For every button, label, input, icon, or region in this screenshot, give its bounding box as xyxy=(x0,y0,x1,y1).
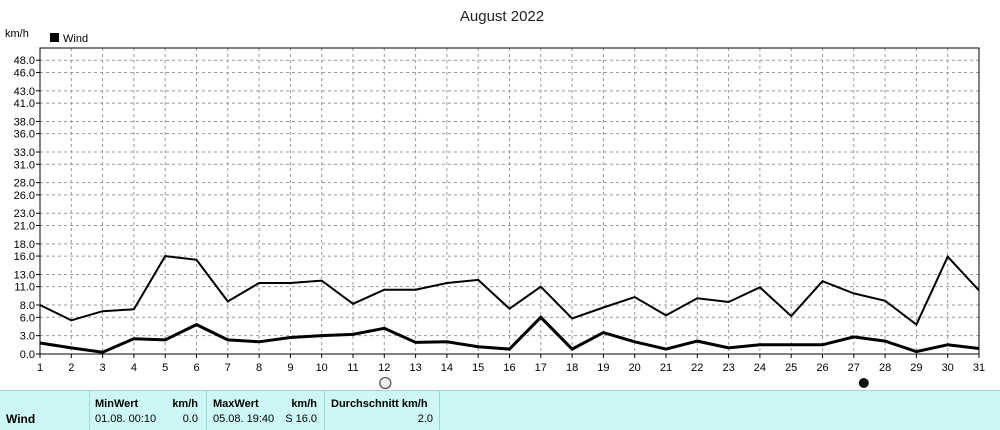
y-tick-label: 36.0 xyxy=(14,129,35,141)
x-tick-label: 8 xyxy=(256,362,262,374)
new-moon-icon xyxy=(858,378,869,388)
stats-max-cell: MaxWert km/h 05.08. 19:40 S 16.0 xyxy=(207,391,325,430)
x-tick-label: 22 xyxy=(691,362,703,374)
series-lines xyxy=(39,254,980,354)
y-tick-label: 41.0 xyxy=(14,98,35,110)
max-unit: km/h xyxy=(291,398,317,410)
x-tick-label: 3 xyxy=(100,362,106,374)
y-tick-label: 16.0 xyxy=(14,251,35,263)
stats-min-cell: MinWert km/h 01.08. 00:10 0.0 xyxy=(90,391,207,430)
x-tick-label: 10 xyxy=(316,362,328,374)
wind-chart: August 2022 km/h Wind 0.03.06.08.011.013… xyxy=(5,8,985,390)
min-value: 0.0 xyxy=(182,413,198,425)
x-tick-label: 29 xyxy=(910,362,922,374)
y-tick-label: 48.0 xyxy=(14,55,35,67)
x-tick-label: 9 xyxy=(287,362,293,374)
x-tick-label: 23 xyxy=(722,362,734,374)
stats-series-cell: Wind xyxy=(0,391,90,430)
x-tick-label: 1 xyxy=(37,362,43,374)
x-tick-label: 16 xyxy=(503,362,515,374)
y-tick-label: 3.0 xyxy=(20,331,35,343)
legend-label: Wind xyxy=(63,33,88,45)
y-tick-label: 38.0 xyxy=(14,116,35,128)
min-unit: km/h xyxy=(172,398,198,410)
moon-markers xyxy=(379,376,869,390)
avg-header: Durchschnitt km/h xyxy=(331,398,428,410)
y-tick-label: 31.0 xyxy=(14,159,35,171)
full-moon-icon xyxy=(379,376,392,390)
min-header: MinWert xyxy=(95,398,139,410)
y-tick-label: 23.0 xyxy=(14,208,35,220)
x-tick-label: 20 xyxy=(629,362,641,374)
x-tick-label: 27 xyxy=(848,362,860,374)
max-header: MaxWert xyxy=(213,398,259,410)
chart-title: August 2022 xyxy=(460,8,544,25)
y-tick-label: 26.0 xyxy=(14,190,35,202)
stats-empty-cell xyxy=(440,391,1000,430)
x-tick-label: 14 xyxy=(441,362,453,374)
y-tick-label: 46.0 xyxy=(14,67,35,79)
y-tick-label: 0.0 xyxy=(20,349,35,361)
x-tick-label: 28 xyxy=(879,362,891,374)
series-line-1 xyxy=(39,254,980,327)
x-tick-label: 17 xyxy=(535,362,547,374)
y-tick-label: 43.0 xyxy=(14,86,35,98)
y-tick-label: 18.0 xyxy=(14,239,35,251)
x-tick-label: 19 xyxy=(597,362,609,374)
x-tick-label: 26 xyxy=(816,362,828,374)
x-tick-label: 6 xyxy=(193,362,199,374)
max-value: S 16.0 xyxy=(285,413,317,425)
x-tick-label: 11 xyxy=(347,362,358,374)
legend-swatch xyxy=(50,33,59,42)
x-tick-label: 25 xyxy=(785,362,797,374)
x-tick-label: 18 xyxy=(566,362,578,374)
x-tick-label: 21 xyxy=(660,362,672,374)
x-tick-label: 5 xyxy=(162,362,168,374)
stats-avg-cell: Durchschnitt km/h 2.0 xyxy=(325,391,440,430)
stats-table: Wind MinWert km/h 01.08. 00:10 0.0 MaxWe… xyxy=(0,390,1000,430)
y-tick-label: 6.0 xyxy=(20,312,35,324)
x-axis-ticks: 1 2 3 4 5 6 7 8 9 10 11 12 13 14 15 16 17 18 19 20 21 22 23 24 2… xyxy=(37,354,985,374)
y-axis-ticks: 0.0 3.0 6.08.0 11.013.0 16.018.0 21.023.0 26.0… xyxy=(14,55,40,361)
x-tick-label: 12 xyxy=(378,362,390,374)
x-tick-label: 2 xyxy=(68,362,74,374)
y-tick-label: 21.0 xyxy=(14,220,35,232)
x-tick-label: 15 xyxy=(472,362,484,374)
avg-value: 2.0 xyxy=(417,413,433,425)
y-tick-label: 8.0 xyxy=(20,300,35,312)
x-tick-label: 31 xyxy=(973,362,985,374)
y-tick-label: 13.0 xyxy=(14,269,35,281)
min-time: 01.08. 00:10 xyxy=(95,413,157,425)
grid xyxy=(40,48,979,354)
plot-frame xyxy=(39,47,980,355)
series-line-2 xyxy=(39,315,980,354)
y-tick-label: 28.0 xyxy=(14,178,35,190)
x-tick-label: 30 xyxy=(942,362,954,374)
x-tick-label: 13 xyxy=(409,362,421,374)
y-axis-unit: km/h xyxy=(5,28,29,40)
y-tick-label: 33.0 xyxy=(14,147,35,159)
x-tick-label: 4 xyxy=(131,362,137,374)
x-tick-label: 7 xyxy=(225,362,231,374)
stats-series-name: Wind xyxy=(6,412,36,426)
x-tick-label: 24 xyxy=(754,362,766,374)
y-tick-label: 11.0 xyxy=(14,282,35,294)
max-time: 05.08. 19:40 xyxy=(213,413,275,425)
